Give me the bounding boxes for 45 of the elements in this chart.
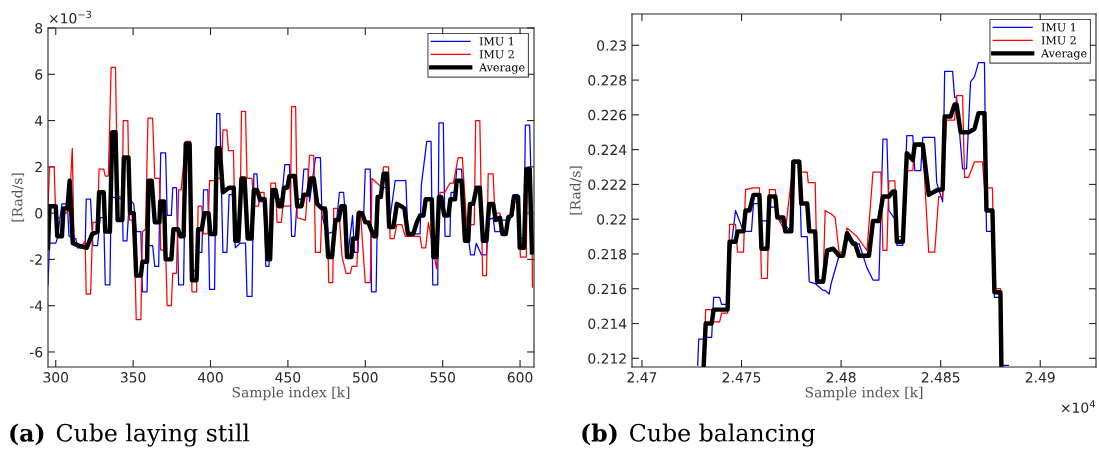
y-axis-title: [Rad/s] bbox=[569, 166, 583, 215]
y-tick-label: 0.216 bbox=[588, 283, 627, 295]
y-tick-label: -4 bbox=[29, 300, 43, 311]
y-tick-label: 2 bbox=[35, 161, 42, 173]
x-tick-label: 300 bbox=[43, 372, 69, 383]
legend-label: IMU 1 bbox=[1041, 23, 1076, 32]
y-tick-label: 6 bbox=[35, 69, 43, 80]
y-tick-label: 0.224 bbox=[588, 144, 627, 156]
x-axis-title: Sample index [k] bbox=[232, 386, 350, 401]
y-tick-label: 0.218 bbox=[588, 248, 627, 260]
y-axis-title: [Rad/s] bbox=[11, 173, 25, 222]
x-tick-label: 2.48 bbox=[826, 372, 856, 383]
y-tick-label: 0.228 bbox=[588, 75, 627, 86]
legend-label: IMU 2 bbox=[1041, 36, 1076, 45]
legend-label: Average bbox=[478, 63, 525, 74]
x-tick-label: 2.475 bbox=[722, 372, 761, 383]
x-tick-label: 2.49 bbox=[1025, 372, 1055, 383]
text: (b) Cube balancing bbox=[582, 423, 816, 447]
x-tick-label: 500 bbox=[353, 372, 378, 383]
y-tick-label: 0.212 bbox=[588, 353, 626, 364]
text: ×10$^{−3}$ bbox=[49, 10, 91, 24]
x-tick-label: 350 bbox=[120, 372, 146, 383]
y-tick-label: 0.226 bbox=[588, 109, 627, 121]
x-tick-label: 600 bbox=[507, 372, 533, 383]
text: ×10$^{4}$ bbox=[1061, 400, 1095, 413]
line-series bbox=[48, 129, 534, 283]
legend-label: Average bbox=[1040, 49, 1087, 60]
legend-label: IMU 1 bbox=[479, 37, 514, 46]
y-tick-label: 0.222 bbox=[588, 179, 626, 190]
x-tick-label: 2.47 bbox=[627, 372, 657, 383]
y-tick-label: 0.214 bbox=[588, 318, 627, 329]
y-tick-label: 0.23 bbox=[597, 40, 627, 51]
x-tick-label: 2.485 bbox=[921, 372, 960, 383]
legend-label: IMU 2 bbox=[479, 50, 514, 59]
x-axis-title: Sample index [k] bbox=[805, 386, 923, 401]
y-tick-label: -6 bbox=[29, 346, 43, 358]
y-tick-label: 4 bbox=[34, 115, 43, 126]
x-tick-label: 450 bbox=[275, 372, 301, 383]
y-tick-label: 0.22 bbox=[597, 214, 626, 225]
x-tick-label: 400 bbox=[197, 372, 223, 383]
y-tick-label: 8 bbox=[35, 22, 43, 34]
text: (a) Cube laying still bbox=[10, 423, 250, 447]
y-tick-label: 0 bbox=[35, 208, 43, 219]
x-tick-label: 550 bbox=[430, 372, 456, 383]
y-tick-label: -2 bbox=[29, 254, 42, 265]
